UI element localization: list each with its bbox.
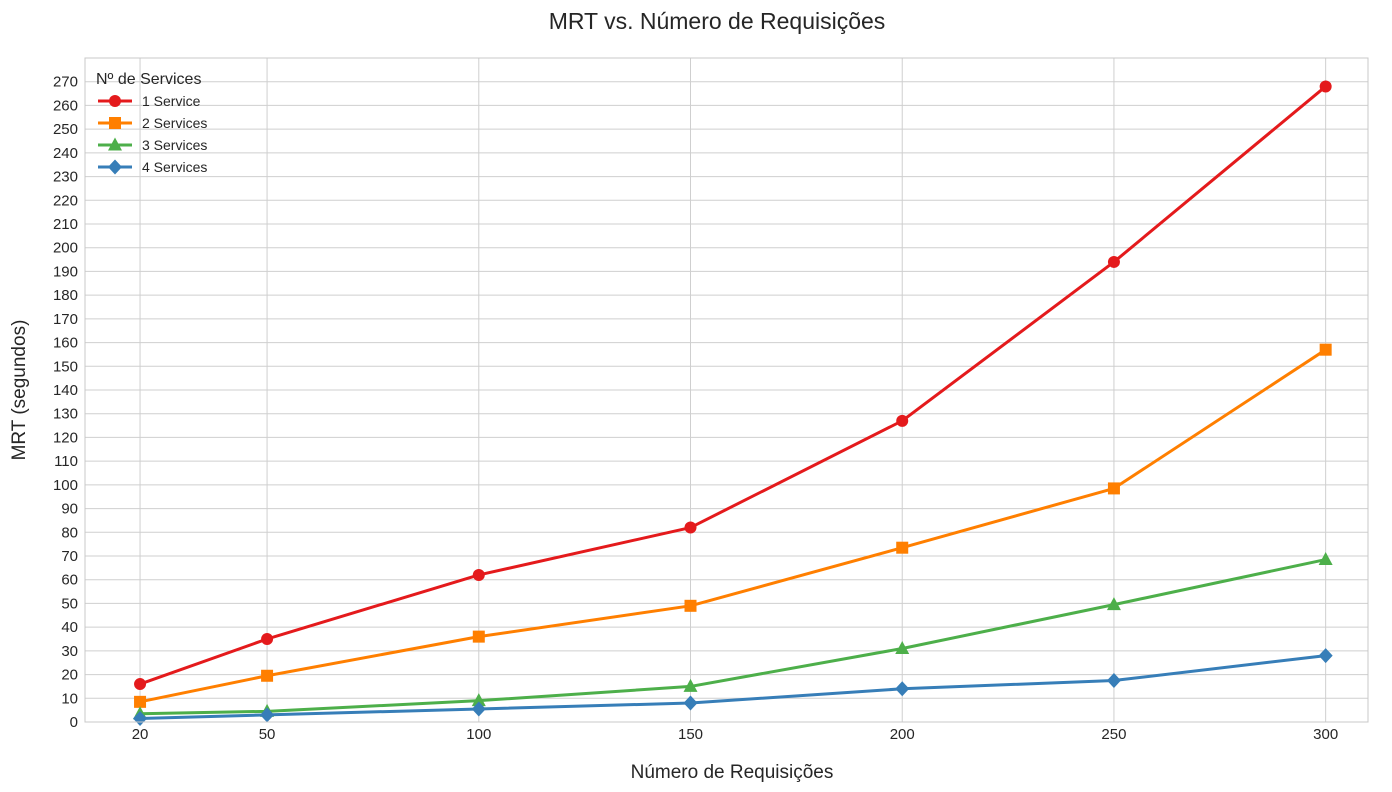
y-tick-label: 180 xyxy=(53,287,78,304)
x-tick-label: 200 xyxy=(890,726,915,743)
y-tick-label: 40 xyxy=(61,619,78,636)
data-point xyxy=(1106,673,1121,688)
y-tick-label: 250 xyxy=(53,121,78,138)
data-point xyxy=(896,414,909,427)
data-point xyxy=(260,707,275,723)
legend-entry: 4 Services xyxy=(98,159,207,175)
data-point xyxy=(1106,597,1121,611)
y-tick-label: 270 xyxy=(53,74,78,91)
y-tick-label: 110 xyxy=(54,453,78,470)
legend-marker xyxy=(108,159,122,175)
data-point xyxy=(684,599,697,612)
legend: Nº de Services 1 Service 2 Services 3 Serv… xyxy=(96,71,207,175)
y-tick-label: 100 xyxy=(53,477,78,494)
series-4 xyxy=(133,648,1333,726)
y-tick-label: 30 xyxy=(61,643,78,660)
legend-label: 4 Services xyxy=(142,159,207,175)
data-point xyxy=(1319,80,1332,93)
y-tick-label: 200 xyxy=(53,240,78,257)
tick-layer: 0 10 20 30 40 50 60 70 80 90 100 110 120 130 140 150 160… xyxy=(53,74,1338,743)
series-1 xyxy=(134,80,1332,691)
y-tick-label: 220 xyxy=(53,192,78,209)
y-tick-label: 140 xyxy=(53,382,78,399)
data-point xyxy=(1107,482,1120,495)
y-tick-label: 160 xyxy=(53,335,78,352)
legend-marker xyxy=(108,137,122,151)
legend-marker xyxy=(109,117,121,129)
y-tick-label: 240 xyxy=(53,145,78,162)
legend-marker xyxy=(109,95,121,107)
series-line xyxy=(140,558,1326,716)
data-point xyxy=(134,678,147,691)
y-tick-label: 190 xyxy=(53,263,78,280)
series-2 xyxy=(134,343,1332,708)
legend-label: 2 Services xyxy=(142,115,207,131)
legend-entry: 3 Services xyxy=(98,137,207,153)
y-tick-label: 70 xyxy=(61,548,78,565)
data-point xyxy=(895,681,910,697)
data-point xyxy=(471,693,486,707)
data-point xyxy=(1318,648,1333,664)
y-tick-label: 210 xyxy=(53,216,78,233)
series-3 xyxy=(133,552,1333,720)
y-tick-label: 120 xyxy=(53,429,78,446)
data-point xyxy=(1318,552,1333,566)
data-point xyxy=(472,630,485,643)
series-line xyxy=(139,348,1327,704)
legend-entry: 1 Service xyxy=(98,93,201,109)
y-tick-label: 80 xyxy=(61,524,78,541)
legend-entry: 2 Services xyxy=(98,115,207,131)
data-point xyxy=(472,568,485,581)
x-axis-label: Número de Requisições xyxy=(631,762,834,783)
y-tick-label: 10 xyxy=(61,690,78,707)
y-tick-label: 20 xyxy=(61,667,78,684)
data-point xyxy=(683,695,698,711)
y-tick-label: 0 xyxy=(70,714,78,731)
x-tick-label: 20 xyxy=(132,726,149,743)
x-tick-label: 300 xyxy=(1313,726,1338,743)
grid-layer xyxy=(85,58,1368,723)
data-point xyxy=(261,669,274,682)
series-layer xyxy=(133,80,1333,726)
data-point xyxy=(1107,255,1120,268)
x-tick-label: 50 xyxy=(259,726,276,743)
x-tick-label: 250 xyxy=(1101,726,1126,743)
y-tick-label: 90 xyxy=(61,501,78,518)
data-point xyxy=(896,541,909,554)
legend-label: 3 Services xyxy=(142,137,207,153)
data-point xyxy=(261,633,274,645)
x-tick-label: 150 xyxy=(678,726,703,743)
y-tick-label: 170 xyxy=(53,311,78,328)
y-tick-label: 130 xyxy=(53,406,78,423)
data-point xyxy=(895,640,910,654)
data-point xyxy=(683,678,698,692)
y-tick-label: 230 xyxy=(53,169,78,186)
y-axis-label: MRT (segundos) xyxy=(9,320,30,461)
legend-title: Nº de Services xyxy=(96,71,201,88)
legend-label: 1 Service xyxy=(142,93,201,109)
y-tick-label: 260 xyxy=(53,97,78,114)
data-point xyxy=(134,695,147,708)
plot-frame xyxy=(84,57,1369,723)
data-point xyxy=(471,701,486,717)
data-point xyxy=(1319,343,1332,356)
y-tick-label: 50 xyxy=(61,595,78,612)
data-point xyxy=(684,521,697,534)
y-tick-label: 150 xyxy=(53,358,78,375)
chart-title: MRT vs. Número de Requisições xyxy=(549,8,886,34)
x-tick-label: 100 xyxy=(466,726,491,743)
y-tick-label: 60 xyxy=(61,572,78,589)
